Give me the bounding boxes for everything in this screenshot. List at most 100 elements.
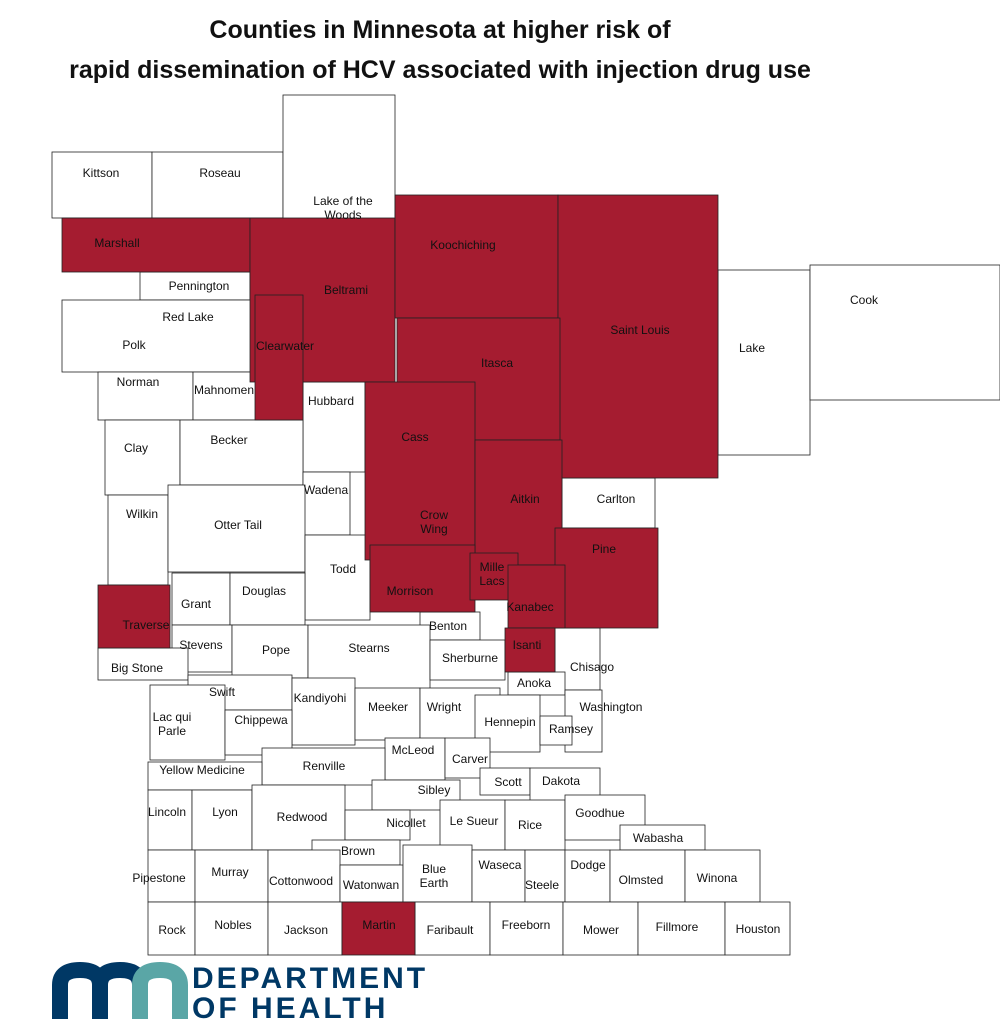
county-label: Freeborn	[501, 918, 551, 932]
county-label: Dakota	[541, 774, 581, 788]
county-label: Hennepin	[484, 715, 536, 729]
county-label: Lake of the Woods	[313, 194, 373, 222]
county-label: Todd	[329, 562, 357, 576]
county-label: Cottonwood	[268, 874, 334, 888]
county-label: Ramsey	[548, 722, 594, 736]
county	[564, 849, 611, 903]
county	[471, 849, 526, 903]
logo-m	[52, 961, 148, 1019]
county-label: Kanabec	[506, 600, 554, 614]
county-label: Mower	[582, 923, 620, 937]
county-label: Lake	[738, 341, 766, 355]
county	[261, 747, 386, 786]
county-label: Washington	[579, 700, 643, 714]
county-label: Clay	[123, 441, 149, 455]
county	[51, 151, 153, 219]
logo-n	[132, 961, 188, 1019]
county-label: Mahnomen	[193, 383, 255, 397]
county-label: Beltrami	[323, 283, 369, 297]
county	[97, 584, 171, 649]
county-label: Nobles	[214, 918, 252, 932]
county	[194, 849, 269, 903]
county-label: Carlton	[596, 492, 636, 506]
county-label: Brown	[340, 844, 376, 858]
county-label: Hubbard	[307, 394, 355, 408]
county-label: Swift	[208, 685, 236, 699]
county-label: Pope	[261, 643, 291, 657]
county-label: Sibley	[417, 783, 451, 797]
county-label: Otter Tail	[214, 518, 262, 532]
county	[507, 564, 566, 629]
county-label: Benton	[428, 619, 468, 633]
county	[167, 484, 306, 573]
county	[489, 901, 564, 956]
county	[539, 715, 573, 746]
county-label: Crow Wing	[419, 508, 449, 536]
county	[104, 419, 181, 496]
county-label: Polk	[122, 338, 146, 352]
county	[369, 544, 476, 613]
county	[254, 294, 304, 421]
county	[479, 767, 531, 796]
county-label: Blue Earth	[419, 862, 449, 890]
county-label: Kittson	[82, 166, 120, 180]
county	[61, 299, 256, 373]
county	[147, 901, 196, 956]
county-label: Nicollet	[386, 816, 426, 830]
county-label: Pine	[591, 542, 617, 556]
county-label: Pipestone	[132, 871, 186, 885]
county	[97, 647, 189, 681]
county	[147, 849, 196, 903]
county-label: Faribault	[426, 923, 474, 937]
county-label: Cook	[849, 293, 879, 307]
county	[149, 684, 226, 761]
county-label: Pennington	[168, 279, 230, 293]
county	[394, 194, 559, 319]
county	[504, 799, 566, 851]
county-label: Olmsted	[618, 873, 664, 887]
county	[194, 901, 269, 956]
county-label: Watonwan	[342, 878, 400, 892]
county-label: Rice	[517, 818, 543, 832]
county-label: Grant	[180, 597, 212, 611]
county-label: Anoka	[516, 676, 552, 690]
county	[619, 824, 706, 851]
county	[107, 494, 169, 586]
county	[684, 849, 761, 903]
county-label: Traverse	[122, 618, 170, 632]
county-label: Renville	[302, 759, 346, 773]
county-label: Fillmore	[655, 920, 699, 934]
county-label: Douglas	[241, 584, 287, 598]
county	[637, 901, 726, 956]
county-label: Murray	[211, 865, 249, 879]
county-label: Big Stone	[110, 661, 164, 675]
county-label: Wabasha	[632, 831, 684, 845]
county-label: Clearwater	[255, 339, 315, 353]
county-label: Goodhue	[575, 806, 625, 820]
logo-text: OF HEALTH	[192, 992, 389, 1019]
county	[302, 471, 351, 536]
county-label: Lincoln	[147, 805, 187, 819]
logo-mark	[52, 961, 188, 1019]
county-label: Scott	[494, 775, 522, 789]
county-label: Chippewa	[234, 713, 288, 727]
title-line: rapid dissemination of HCV associated wi…	[69, 56, 811, 84]
county-label: McLeod	[391, 743, 435, 757]
county-label: Becker	[210, 433, 248, 447]
county-label: Morrison	[386, 584, 434, 598]
county	[341, 901, 416, 956]
county-label: Yellow Medicine	[159, 763, 245, 777]
county-label: Mille Lacs	[479, 560, 505, 588]
county-label: Koochiching	[430, 238, 496, 252]
county-label: Dodge	[570, 858, 606, 872]
county-label: Waseca	[478, 858, 522, 872]
county	[231, 624, 309, 679]
county	[554, 527, 659, 629]
county	[414, 901, 491, 956]
county-label: Houston	[735, 922, 781, 936]
county	[724, 901, 791, 956]
county	[147, 789, 193, 851]
county-label: Martin	[362, 918, 396, 932]
county	[809, 264, 1000, 401]
